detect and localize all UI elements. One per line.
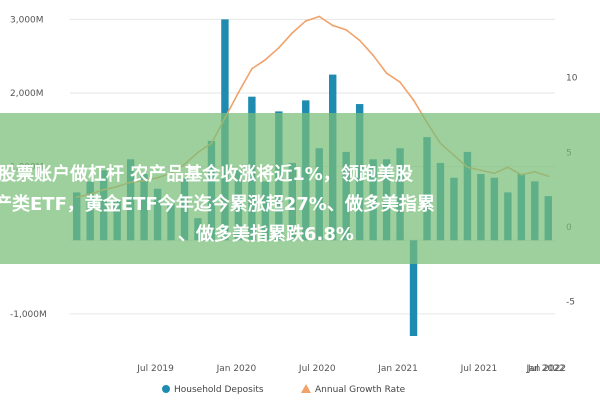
- growth-rate-point: [372, 54, 375, 57]
- right-axis-tick-label: -5: [566, 298, 575, 308]
- headline-overlay: [0, 113, 600, 264]
- legend-label-annual-growth-rate: Annual Growth Rate: [315, 385, 406, 395]
- growth-rate-point: [250, 67, 253, 70]
- growth-rate-point: [291, 32, 294, 34]
- headline-line-1: 股票账户做杠杆 农产品基金收涨将近1%，领跑美股: [0, 164, 413, 185]
- headline-text: 股票账户做杠杆 农产品基金收涨将近1%，领跑美股产类ETF，黄金ETF今年迄今累…: [0, 160, 600, 250]
- growth-rate-point: [345, 29, 348, 31]
- growth-rate-point: [412, 99, 415, 101]
- headline-line-3: 、做多美指累跌6.8%: [178, 224, 354, 245]
- x-axis-tick-label: Jul 2022: [527, 364, 565, 374]
- growth-rate-point: [304, 20, 307, 22]
- right-axis-tick-label: 10: [566, 74, 578, 84]
- x-axis-tick-label: Jul 2019: [136, 364, 174, 374]
- growth-rate-point: [277, 46, 280, 49]
- growth-rate-point: [385, 72, 388, 75]
- growth-rate-point: [358, 39, 361, 42]
- growth-rate-point: [237, 91, 240, 94]
- x-axis-tick-label: Jan 2021: [377, 364, 418, 374]
- legend: Household Deposits Annual Growth Rate: [162, 384, 406, 395]
- growth-rate-point: [399, 81, 401, 84]
- growth-rate-point: [331, 24, 334, 27]
- x-axis-tick-label: Jan 2020: [216, 364, 257, 374]
- growth-rate-point: [318, 15, 321, 18]
- legend-marker-household-deposits: [162, 385, 170, 393]
- left-axis-tick-label: 3,000M: [10, 15, 44, 25]
- headline-line-2: 产类ETF，黄金ETF今年迄今累涨超27%、做多美指累: [0, 194, 435, 215]
- growth-rate-point: [264, 58, 267, 61]
- bar: [409, 240, 418, 336]
- left-axis-tick-label: 2,000M: [10, 89, 44, 99]
- x-axis-tick-label: Jul 2021: [460, 364, 498, 374]
- legend-marker-annual-growth-rate: [301, 384, 311, 393]
- x-axis-tick-label: Jul 2020: [298, 364, 336, 374]
- x-axis-tick-label: Jan 2022: [525, 364, 566, 374]
- left-axis-tick-label: -1,000M: [10, 310, 47, 320]
- legend-label-household-deposits: Household Deposits: [174, 385, 264, 395]
